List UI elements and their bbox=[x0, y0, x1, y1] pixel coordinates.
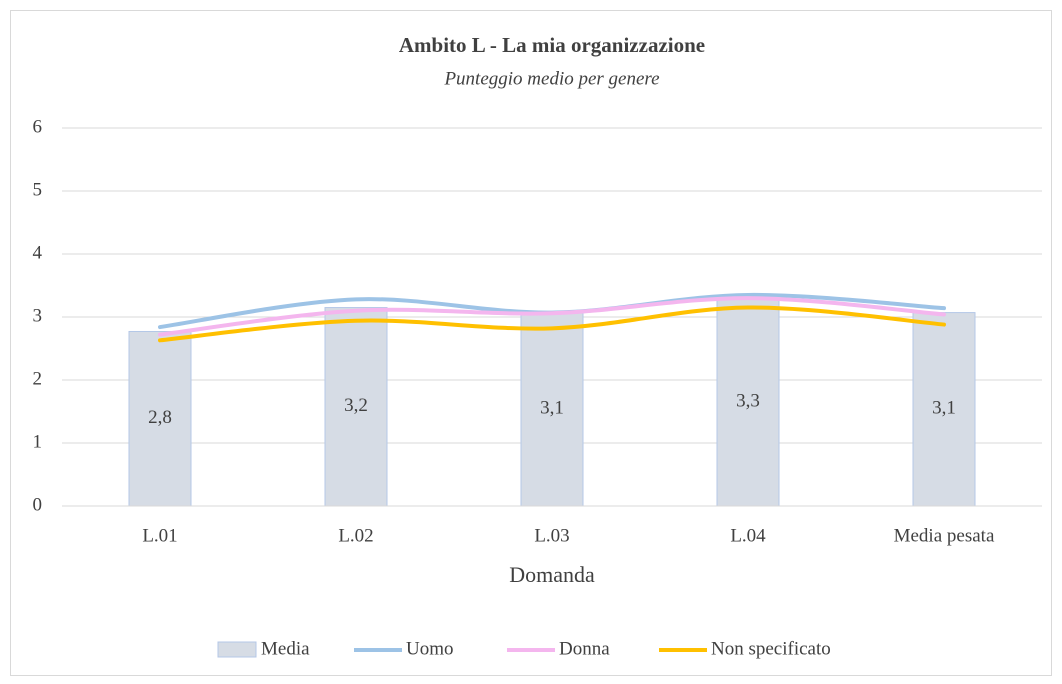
data-label: 3,3 bbox=[736, 390, 760, 411]
x-axis-label: Domanda bbox=[509, 562, 595, 587]
bar bbox=[324, 307, 388, 507]
y-tick-label: 3 bbox=[33, 305, 43, 326]
bar bbox=[912, 312, 976, 507]
data-label: 3,1 bbox=[540, 397, 564, 418]
y-tick-label: 6 bbox=[33, 116, 43, 137]
chart-subtitle: Punteggio medio per genere bbox=[443, 68, 659, 89]
legend-label: Donna bbox=[559, 638, 610, 659]
bar bbox=[128, 330, 192, 507]
chart-title: Ambito L - La mia organizzazione bbox=[399, 33, 705, 57]
x-tick-label: Media pesata bbox=[894, 525, 995, 546]
bar bbox=[716, 297, 780, 507]
bar bbox=[520, 311, 584, 507]
legend-label: Uomo bbox=[406, 638, 454, 659]
data-label: 3,1 bbox=[932, 398, 956, 419]
y-tick-label: 0 bbox=[33, 494, 43, 515]
legend-label: Non specificato bbox=[711, 638, 831, 659]
legend-label: Media bbox=[261, 638, 310, 659]
x-tick-label: L.01 bbox=[142, 525, 177, 546]
y-tick-label: 4 bbox=[33, 242, 43, 263]
line bbox=[158, 305, 946, 343]
y-tick-label: 1 bbox=[33, 431, 43, 452]
data-label: 3,2 bbox=[344, 395, 368, 416]
x-tick-label: L.03 bbox=[534, 525, 569, 546]
y-tick-label: 5 bbox=[33, 179, 43, 200]
x-tick-label: L.04 bbox=[730, 525, 766, 546]
y-tick-label: 2 bbox=[33, 368, 43, 389]
legend-swatch bbox=[217, 641, 257, 658]
x-tick-label: L.02 bbox=[338, 525, 373, 546]
data-label: 2,8 bbox=[148, 407, 172, 428]
line bbox=[158, 296, 946, 337]
